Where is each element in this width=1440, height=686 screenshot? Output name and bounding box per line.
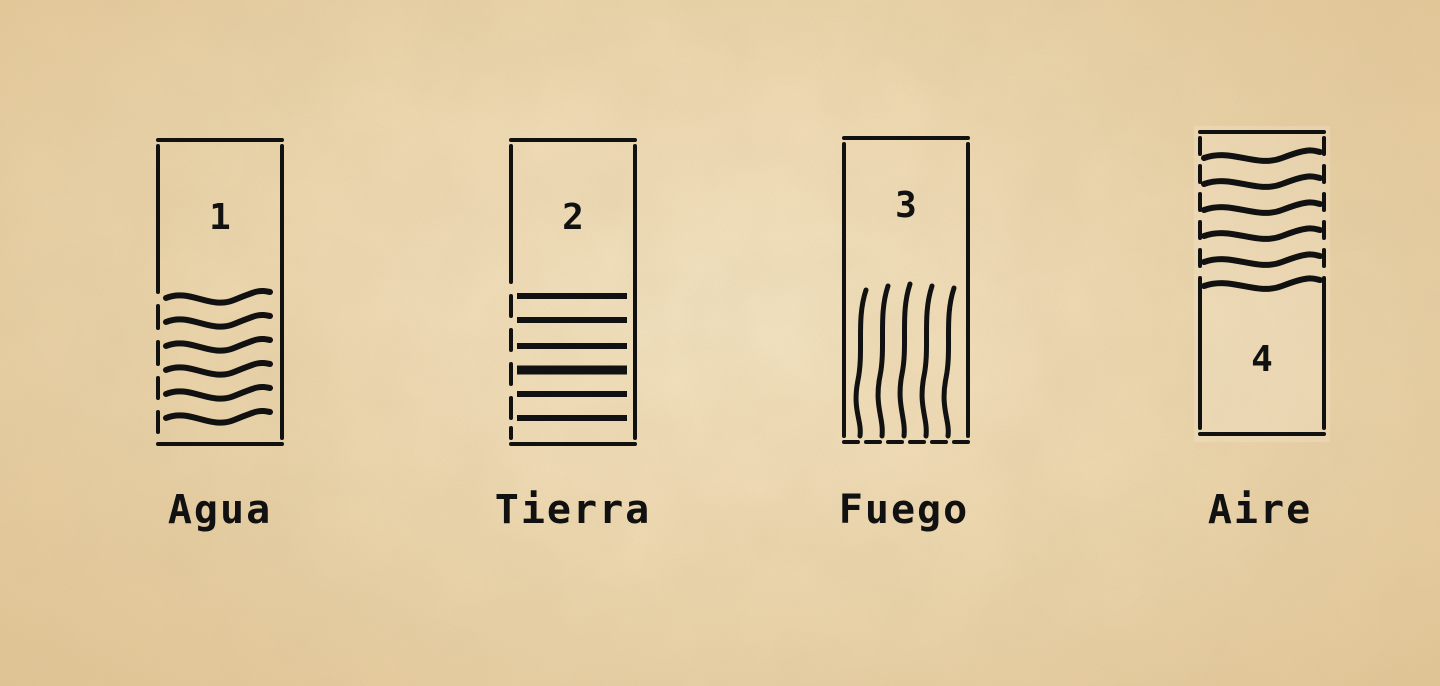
water-vessel-icon <box>156 138 284 446</box>
label-agua: Agua <box>167 487 273 533</box>
fire-vessel-icon <box>842 136 970 444</box>
earth-vessel-icon <box>509 138 637 446</box>
vessel-number: 1 <box>209 197 231 238</box>
label-tierra: Tierra <box>494 487 652 533</box>
vessel-agua[interactable]: 1 <box>150 132 290 452</box>
label-aire: Aire <box>1207 487 1313 533</box>
air-vessel-icon <box>1194 126 1330 442</box>
vessel-tierra[interactable]: 2 <box>503 132 643 452</box>
vessel-fuego[interactable]: 3 <box>836 130 976 450</box>
vessel-aire[interactable]: 4 <box>1192 124 1332 444</box>
vessel-number: 2 <box>562 197 584 238</box>
label-fuego: Fuego <box>838 487 970 533</box>
vessel-number: 3 <box>895 185 917 226</box>
vessel-number: 4 <box>1251 339 1273 380</box>
